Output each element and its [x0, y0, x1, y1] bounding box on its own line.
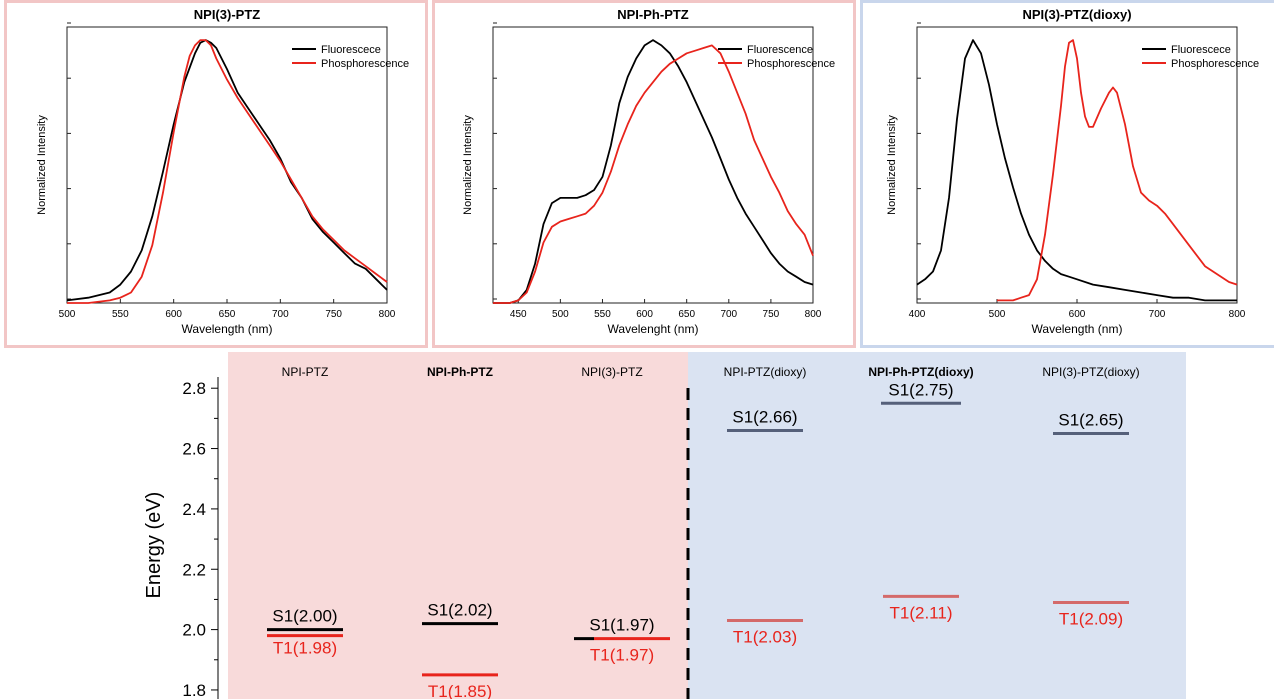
t1-label: T1(1.97)	[590, 646, 654, 665]
x-tick-label: 500	[552, 309, 569, 320]
column-header: NPI(3)-PTZ(dioxy)	[1042, 365, 1139, 379]
s1-label: S1(1.97)	[589, 616, 654, 635]
energy-tick-label: 2.6	[182, 440, 206, 459]
x-tick-label: 750	[325, 309, 342, 320]
energy-tick-label: 1.8	[182, 681, 206, 699]
chart-title: NPI(3)-PTZ(dioxy)	[1022, 7, 1131, 22]
series-line-fluorescence	[493, 39, 814, 304]
s1-label: S1(2.65)	[1058, 410, 1123, 429]
x-tick-label: 600	[1069, 309, 1086, 320]
x-tick-label: 650	[678, 309, 695, 320]
spectra-chart-3: NPI(3)-PTZ(dioxy) 400 500 600 700 800 Waveleng…	[886, 7, 1259, 336]
y-axis-label: Normalized Intensity	[886, 115, 898, 215]
column-header: NPI-PTZ	[282, 365, 329, 379]
x-tick-label: 700	[272, 309, 289, 320]
spectra-panel-1: NPI(3)-PTZ 500 550 600 650 700 750 800 Wavelengt…	[4, 0, 428, 348]
s1-label: S1(2.02)	[427, 601, 492, 620]
s1-label: S1(2.75)	[888, 380, 953, 399]
x-axis-label: Wavelength (nm)	[1032, 322, 1123, 336]
legend-label: Phosphorescence	[1171, 58, 1259, 70]
t1-label: T1(2.03)	[733, 628, 797, 647]
plot-frame	[492, 26, 814, 304]
x-tick-label: 700	[1149, 309, 1166, 320]
energy-level-diagram: 2.8 2.6 2.4 2.2 2.0 1.8 Energy (eV) NPI-PTZ S1(2…	[143, 352, 1186, 699]
plot-frame	[66, 26, 388, 304]
t1-label: T1(1.85)	[428, 682, 492, 699]
series-line-phosphorescence	[67, 39, 388, 304]
column-header: NPI-Ph-PTZ(dioxy)	[868, 365, 973, 379]
series-line-phosphorescence	[997, 39, 1238, 302]
x-axis-label: Wavelength (nm)	[182, 322, 273, 336]
x-tick-label: 600	[636, 309, 653, 320]
x-tick-label: 650	[219, 309, 236, 320]
y-axis-label: Normalized Intensity	[462, 115, 474, 215]
energy-tick-label: 2.2	[182, 560, 206, 579]
energy-axis-label: Energy (eV)	[143, 492, 165, 599]
legend-label: Fluorescence	[747, 44, 813, 56]
series-line-fluorescence	[916, 39, 1237, 302]
series-line-fluorescence	[66, 39, 388, 302]
column-header: NPI-Ph-PTZ	[427, 365, 493, 379]
x-tick-label: 700	[720, 309, 737, 320]
energy-tick-label: 2.4	[182, 500, 206, 519]
x-tick-label: 600	[165, 309, 182, 320]
spectra-chart-1: NPI(3)-PTZ 500 550 600 650 700 750 800 Wavelengt…	[36, 7, 409, 336]
chart-title: NPI-Ph-PTZ	[617, 7, 689, 22]
y-axis-label: Normalized Intensity	[36, 115, 48, 215]
t1-label: T1(1.98)	[273, 639, 337, 658]
x-tick-label: 500	[989, 309, 1006, 320]
legend-label: Fluorescece	[321, 44, 381, 56]
series-line-phosphorescence	[493, 44, 814, 304]
pink-region	[228, 352, 688, 699]
spectra-panel-3: NPI(3)-PTZ(dioxy) 400 500 600 700 800 Waveleng…	[860, 0, 1274, 348]
legend-label: Phosphorescence	[747, 58, 835, 70]
t1-label: T1(2.09)	[1059, 609, 1123, 628]
column-header: NPI-PTZ(dioxy)	[724, 365, 807, 379]
x-tick-label: 800	[379, 309, 396, 320]
x-tick-label: 800	[805, 309, 822, 320]
chart-title: NPI(3)-PTZ	[194, 7, 261, 22]
s1-label: S1(2.00)	[272, 607, 337, 626]
x-tick-label: 550	[112, 309, 129, 320]
spectra-panel-2: NPI-Ph-PTZ 450 500 550 600 650 700 750 800 Wavele…	[432, 0, 856, 348]
t1-label: T1(2.11)	[890, 603, 953, 622]
x-axis-label: Wavelenght (nm)	[608, 322, 699, 336]
x-tick-label: 450	[510, 309, 527, 320]
x-tick-label: 800	[1229, 309, 1246, 320]
energy-tick-label: 2.8	[182, 379, 206, 398]
blue-region	[688, 352, 1186, 699]
legend-label: Fluorescece	[1171, 44, 1231, 56]
x-tick-label: 550	[594, 309, 611, 320]
x-tick-label: 500	[59, 309, 76, 320]
s1-label: S1(2.66)	[732, 407, 797, 426]
column-header: NPI(3)-PTZ	[581, 365, 642, 379]
spectra-chart-2: NPI-Ph-PTZ 450 500 550 600 650 700 750 800 Wavele…	[462, 7, 835, 336]
plot-frame	[916, 26, 1238, 304]
x-tick-label: 400	[909, 309, 926, 320]
x-tick-label: 750	[763, 309, 780, 320]
legend-label: Phosphorescence	[321, 58, 409, 70]
energy-tick-label: 2.0	[182, 621, 206, 640]
